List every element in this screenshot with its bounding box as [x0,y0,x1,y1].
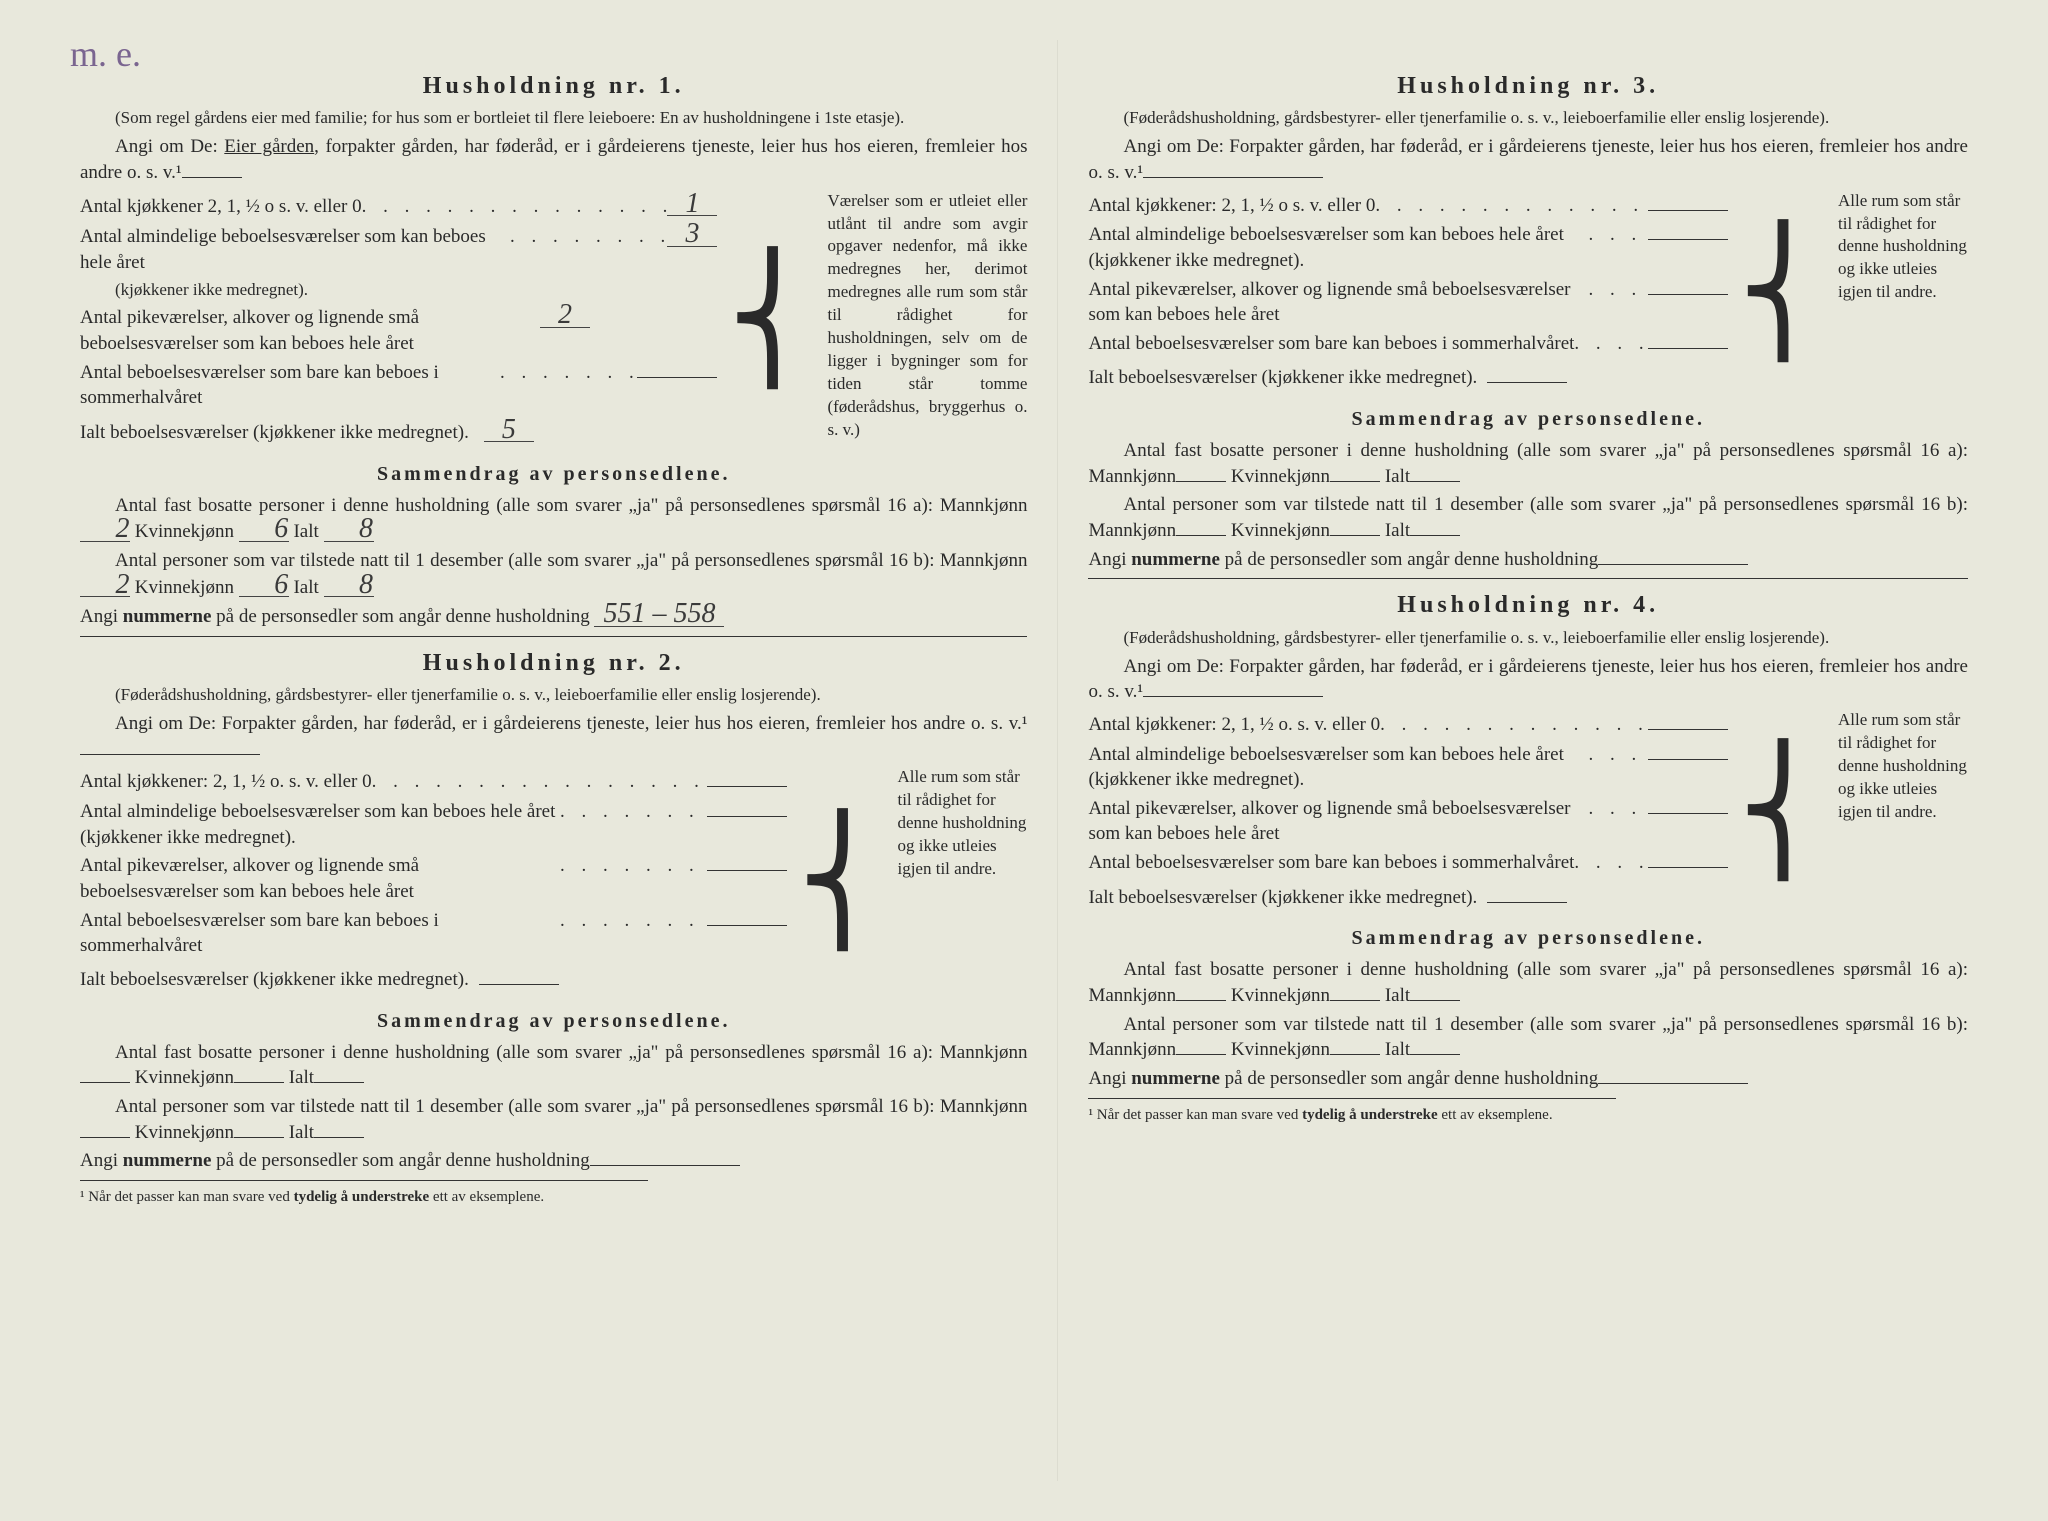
h4-alm-label: Antal almindelige beboelsesværelser som … [1088,742,1588,793]
h3-sammen-title: Sammendrag av personsedlene. [1088,406,1968,433]
h1-note: (Som regel gårdens eier med familie; for… [80,107,1027,130]
h3-kjokken-label: Antal kjøkkener: 2, 1, ½ o s. v. eller 0 [1088,193,1375,219]
h2-angi: Angi om De: Forpakter gården, har føderå… [80,711,1027,762]
h2-pike-label: Antal pikeværelser, alkover og lignende … [80,853,560,904]
h1-fast-k: 6 [239,518,289,541]
h1-tilst-m: 2 [80,574,130,597]
h4-sammen-title: Sammendrag av personsedlene. [1088,925,1968,952]
h1-alm-row: Antal almindelige beboelsesværelser som … [80,223,717,275]
h1-numm-val: 551 – 558 [594,603,724,626]
h4-rooms-block: Antal kjøkkener: 2, 1, ½ o. s. v. eller … [1088,709,1968,913]
h3-note: (Føderådshusholdning, gårdsbestyrer- ell… [1088,107,1968,130]
h3-alm-label: Antal almindelige beboelsesværelser som … [1088,222,1588,273]
h1-numm-label: Angi nummerne på de personsedler som ang… [80,606,590,627]
h1-pike-label: Antal pikeværelser, alkover og lignende … [80,305,530,356]
h2-sommer-label: Antal beboelsesværelser som bare kan beb… [80,908,560,959]
h4-sidenote: Alle rum som står til rådighet for denne… [1838,709,1968,824]
left-page: m. e. Husholdning nr. 1. (Som regel gård… [50,40,1058,1481]
brace-icon: ⎨ [1738,232,1828,352]
h1-fast-k-label: Kvinnekjønn [135,521,234,542]
h1-tilst-i-label: Ialt [293,577,318,598]
h1-pike-row: Antal pikeværelser, alkover og lignende … [80,304,717,356]
h2-sammen-title: Sammendrag av personsedlene. [80,1008,1027,1035]
h1-tilst-i: 8 [324,574,374,597]
h4-angi: Angi om De: Forpakter gården, har føderå… [1088,654,1968,705]
h4-note: (Føderådshusholdning, gårdsbestyrer- ell… [1088,627,1968,650]
h1-sommer-label: Antal beboelsesværelser som bare kan beb… [80,360,500,411]
h1-title: Husholdning nr. 1. [80,70,1027,102]
h2-note: (Føderådshusholdning, gårdsbestyrer- ell… [80,684,1027,707]
h2-rooms-block: Antal kjøkkener: 2, 1, ½ o. s. v. eller … [80,766,1027,995]
h1-alm-val: 3 [667,223,717,246]
h1-ialt-row: Ialt beboelsesværelser (kjøkkener ikke m… [80,419,717,446]
h1-kjokken-label: Antal kjøkkener 2, 1, ½ o s. v. eller 0 [80,194,362,220]
h2-numm-line: Angi nummerne på de personsedler som ang… [80,1148,1027,1174]
h2-fast-line: Antal fast bosatte personer i denne hush… [80,1040,1027,1091]
h3-pike-label: Antal pikeværelser, alkover og lignende … [1088,277,1588,328]
h1-rooms-block: Antal kjøkkener 2, 1, ½ o s. v. eller 0 … [80,190,1027,449]
h3-rooms-block: Antal kjøkkener: 2, 1, ½ o s. v. eller 0… [1088,190,1968,394]
footnote-left: ¹ Når det passer kan man svare ved tydel… [80,1187,1027,1207]
h3-angi: Angi om De: Forpakter gården, har føderå… [1088,134,1968,185]
h4-title: Husholdning nr. 4. [1088,589,1968,621]
h1-ialt-val: 5 [484,419,534,442]
h1-alm-sub: (kjøkkener ikke medregnet). [115,279,717,302]
h1-fast-i-label: Ialt [293,521,318,542]
h1-fast-i: 8 [324,518,374,541]
h3-tilst-line: Antal personer som var tilstede natt til… [1088,492,1968,543]
h1-tilst-line: Antal personer som var tilstede natt til… [80,548,1027,600]
h1-numm-line: Angi nummerne på de personsedler som ang… [80,603,1027,630]
h3-title: Husholdning nr. 3. [1088,70,1968,102]
brace-icon: ⎨ [727,259,817,379]
h2-ialt-label: Ialt beboelsesværelser (kjøkkener ikke m… [80,967,469,993]
right-page: Husholdning nr. 3. (Føderådshusholdning,… [1058,40,1998,1481]
h1-tilst-text: Antal personer som var tilstede natt til… [115,550,1027,571]
h1-sommer-row: Antal beboelsesværelser som bare kan beb… [80,360,717,411]
h2-sidenote: Alle rum som står til rådighet for denne… [897,766,1027,881]
h4-sommer-label: Antal beboelsesværelser som bare kan beb… [1088,850,1574,876]
h2-alm-label: Antal almindelige beboelsesværelser som … [80,799,560,850]
h1-fast-text: Antal fast bosatte personer i denne hush… [115,495,1027,516]
h2-title: Husholdning nr. 2. [80,647,1027,679]
h1-fast-line: Antal fast bosatte personer i denne hush… [80,493,1027,545]
h1-pike-val: 2 [540,304,590,327]
h3-fast-line: Antal fast bosatte personer i denne hush… [1088,438,1968,489]
h1-kjokken-val: 1 [667,193,717,216]
h1-kjokken-row: Antal kjøkkener 2, 1, ½ o s. v. eller 0 … [80,193,717,221]
brace-icon: ⎨ [797,821,887,941]
h2-tilst-line: Antal personer som var tilstede natt til… [80,1094,1027,1145]
h4-kjokken-label: Antal kjøkkener: 2, 1, ½ o. s. v. eller … [1088,712,1380,738]
h4-pike-label: Antal pikeværelser, alkover og lignende … [1088,796,1588,847]
h1-angi: Angi om De: Eier gården, forpakter gårde… [80,134,1027,185]
h1-sammen-title: Sammendrag av personsedlene. [80,461,1027,488]
h1-fast-m: 2 [80,518,130,541]
handwriting-annotation: m. e. [70,30,141,79]
h3-sidenote: Alle rum som står til rådighet for denne… [1838,190,1968,305]
h2-kjokken-label: Antal kjøkkener: 2, 1, ½ o. s. v. eller … [80,769,372,795]
h1-angi-under: Eier gården [224,136,314,157]
h1-tilst-k: 6 [239,574,289,597]
h1-ialt-label: Ialt beboelsesværelser (kjøkkener ikke m… [80,420,469,446]
h4-ialt-label: Ialt beboelsesværelser (kjøkkener ikke m… [1088,885,1477,911]
h1-sidenote: Værelser som er utleiet eller utlånt til… [827,190,1027,442]
h1-tilst-k-label: Kvinnekjønn [135,577,234,598]
h3-sommer-label: Antal beboelsesværelser som bare kan beb… [1088,331,1574,357]
footnote-right: ¹ Når det passer kan man svare ved tydel… [1088,1105,1968,1125]
h3-ialt-label: Ialt beboelsesværelser (kjøkkener ikke m… [1088,365,1477,391]
h4-numm-line: Angi nummerne på de personsedler som ang… [1088,1066,1968,1092]
h1-angi-pre: Angi om De: [115,136,224,157]
h1-sommer-val [637,377,717,378]
h3-numm-line: Angi nummerne på de personsedler som ang… [1088,547,1968,573]
h4-tilst-line: Antal personer som var tilstede natt til… [1088,1012,1968,1063]
h4-fast-line: Antal fast bosatte personer i denne hush… [1088,957,1968,1008]
h1-alm-label: Antal almindelige beboelsesværelser som … [80,226,486,273]
brace-icon: ⎨ [1738,751,1828,871]
